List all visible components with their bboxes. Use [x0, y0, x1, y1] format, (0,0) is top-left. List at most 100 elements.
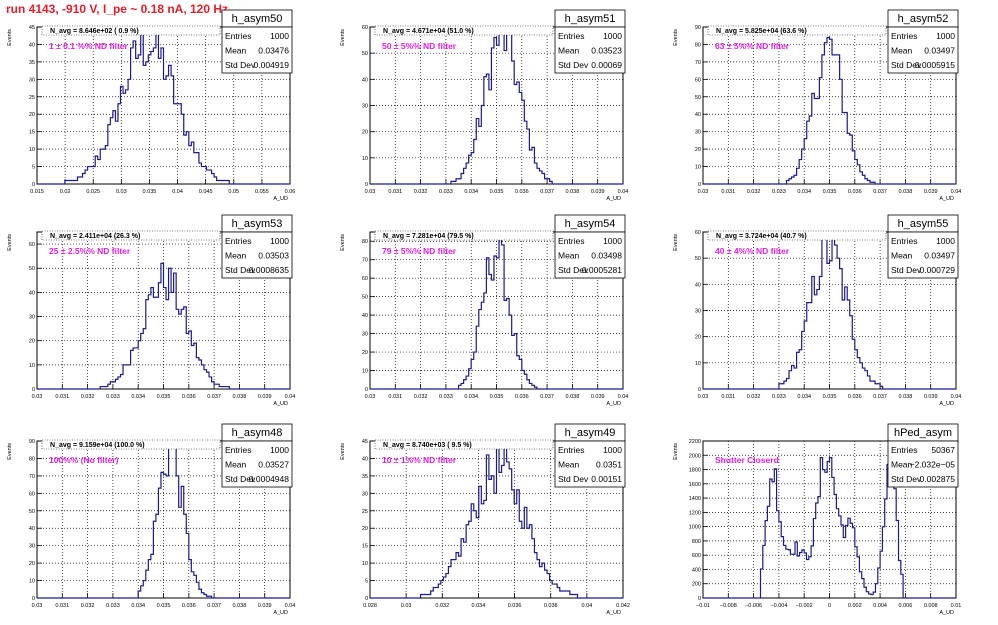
- x-tick-label: 0.038: [899, 189, 913, 195]
- x-tick-label: 0.03: [32, 603, 43, 609]
- x-tick-label: 0.033: [439, 394, 453, 400]
- x-tick-label: 0.04: [172, 189, 183, 195]
- x-tick-label: 0.037: [207, 394, 221, 400]
- y-tick-label: 800: [692, 539, 701, 545]
- y-tick-label: 20: [29, 561, 35, 567]
- stats-value: 0.00151: [591, 474, 622, 484]
- stats-value: 1000: [936, 236, 955, 246]
- histogram-name: h_asym55: [898, 218, 949, 230]
- histogram-line: [37, 26, 290, 185]
- x-tick-label: −0.01: [696, 603, 710, 609]
- y-tick-label: 600: [692, 553, 701, 559]
- navg-box: [374, 439, 554, 450]
- y-axis-label: Events: [7, 443, 13, 460]
- x-tick-label: 0.03: [32, 394, 43, 400]
- x-tick-label: 0.038: [566, 189, 580, 195]
- y-tick-label: 10: [695, 165, 701, 171]
- x-tick-label: 0.04: [285, 603, 296, 609]
- stats-value: 0.03498: [591, 251, 622, 261]
- stats-key: Mean: [225, 251, 247, 261]
- x-tick-label: 0.03: [401, 603, 412, 609]
- stats-key: Mean: [225, 46, 247, 56]
- x-tick-label: 0.032: [435, 603, 449, 609]
- y-tick-label: 20: [362, 130, 368, 136]
- y-tick-label: 30: [29, 315, 35, 321]
- x-tick-label: 0.05: [228, 189, 239, 195]
- y-tick-label: 1200: [689, 510, 701, 516]
- x-tick-label: 0.039: [924, 189, 938, 195]
- y-tick-label: 10: [362, 561, 368, 567]
- x-axis-label: A_UD: [939, 610, 954, 616]
- x-tick-label: 0.04: [618, 394, 629, 400]
- x-tick-label: 0.032: [81, 394, 95, 400]
- x-tick-label: 0.03: [698, 394, 709, 400]
- y-tick-label: 30: [29, 77, 35, 83]
- x-tick-label: 0.031: [388, 189, 402, 195]
- stats-box: [554, 440, 626, 488]
- y-tick-label: 80: [695, 42, 701, 48]
- y-tick-label: 15: [29, 130, 35, 136]
- y-tick-label: 0: [365, 387, 368, 393]
- x-tick-label: 0.034: [464, 394, 478, 400]
- x-tick-label: 0.004: [873, 603, 887, 609]
- histogram-panel-h_asym50: 0.015 0.02 0.025 0.03 0.035 0.04 0.045 0.05 0.05…: [7, 9, 296, 202]
- x-tick-label: 0.04: [951, 189, 962, 195]
- filter-annotation: 100%% (No filter): [49, 455, 119, 465]
- stats-key: Entries: [891, 31, 917, 41]
- stats-key: Mean: [225, 460, 247, 470]
- stats-value: 0.0004948: [249, 474, 289, 484]
- x-tick-label: 0.035: [157, 603, 171, 609]
- y-tick-label: 90: [695, 25, 701, 31]
- y-tick-label: 40: [695, 112, 701, 118]
- histogram-name: hPed_asym: [894, 427, 952, 439]
- x-tick-label: 0.025: [86, 189, 100, 195]
- stats-value: 50367: [931, 445, 955, 455]
- x-axis-label: A_UD: [606, 610, 621, 616]
- y-tick-label: 30: [362, 332, 368, 338]
- x-tick-label: 0: [828, 603, 831, 609]
- x-axis-label: A_UD: [273, 610, 288, 616]
- y-tick-label: 1000: [689, 525, 701, 531]
- stats-key: Mean: [891, 460, 913, 470]
- stats-value: −2.032e−05: [910, 460, 956, 470]
- x-tick-label: 0.038: [899, 394, 913, 400]
- stats-value: 0.03476: [258, 46, 289, 56]
- y-tick-label: 50: [29, 266, 35, 272]
- stats-value: 1000: [270, 445, 289, 455]
- y-tick-label: 80: [29, 456, 35, 462]
- y-tick-label: 20: [695, 147, 701, 153]
- x-tick-label: 0.037: [207, 603, 221, 609]
- y-tick-label: 30: [362, 104, 368, 110]
- stats-key: Std Dev: [225, 474, 256, 484]
- stats-value: 1000: [603, 445, 622, 455]
- x-tick-label: 0.036: [508, 603, 522, 609]
- stats-key: Entries: [558, 31, 584, 41]
- x-tick-label: −0.006: [745, 603, 762, 609]
- histogram-line: [370, 233, 623, 390]
- x-tick-label: 0.039: [591, 394, 605, 400]
- y-axis-label: Events: [340, 234, 346, 251]
- y-tick-label: 60: [29, 242, 35, 248]
- x-tick-label: 0.06: [285, 189, 296, 195]
- y-tick-label: 10: [362, 369, 368, 375]
- x-tick-label: 0.032: [747, 189, 761, 195]
- y-tick-label: 20: [695, 335, 701, 341]
- y-tick-label: 35: [362, 474, 368, 480]
- x-tick-label: 0.03: [116, 189, 127, 195]
- stats-box: [221, 231, 293, 279]
- navg-box: [41, 439, 221, 450]
- x-tick-label: 0.036: [182, 603, 196, 609]
- x-tick-label: 0.039: [258, 394, 272, 400]
- y-tick-label: 200: [692, 582, 701, 588]
- histogram-line: [37, 262, 290, 390]
- x-tick-label: 0.036: [848, 394, 862, 400]
- y-tick-label: 20: [29, 112, 35, 118]
- stats-box: [554, 26, 626, 74]
- stats-box: [887, 440, 959, 488]
- x-tick-label: 0.034: [131, 603, 145, 609]
- x-tick-label: 0.031: [721, 189, 735, 195]
- y-tick-label: 50: [695, 256, 701, 262]
- x-tick-label: 0.045: [199, 189, 213, 195]
- stats-key: Entries: [558, 236, 584, 246]
- histogram-line: [703, 36, 956, 185]
